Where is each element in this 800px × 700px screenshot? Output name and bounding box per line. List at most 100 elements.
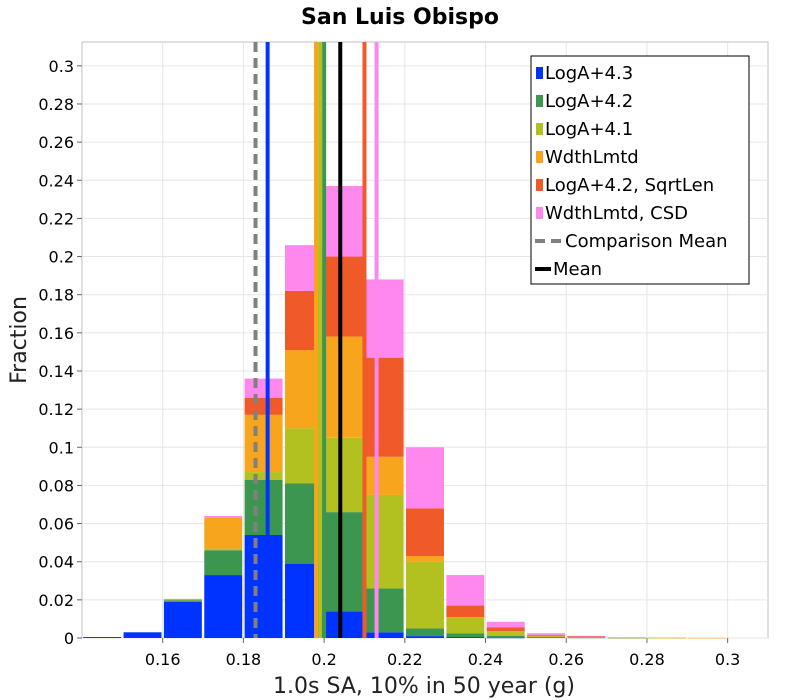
legend-label-1: LogA+4.2 xyxy=(545,91,633,112)
bar-5-bin-12 xyxy=(567,635,606,637)
bar-5-bin-11 xyxy=(527,633,566,635)
bar-1-bin-10 xyxy=(486,635,525,638)
bar-0-bin-7 xyxy=(365,632,404,638)
legend-label-4: LogA+4.2, SqrtLen xyxy=(545,175,714,196)
legend-swatch-0 xyxy=(536,67,543,79)
legend-label-5: WdthLmtd, CSD xyxy=(545,203,688,224)
legend: LogA+4.3 LogA+4.2 LogA+4.1 WdthLmtd LogA+4.2… xyxy=(530,55,750,285)
bar-3-bin-10 xyxy=(486,631,525,632)
x-axis-label: 1.0s SA, 10% in 50 year (g) xyxy=(273,674,575,699)
bar-0-bin-6 xyxy=(325,611,364,638)
bar-1-bin-2 xyxy=(163,600,202,602)
stacked-bars xyxy=(83,185,727,639)
x-tick-label-5: 0.26 xyxy=(548,650,584,669)
bar-2-bin-10 xyxy=(486,631,525,636)
bar-5-bin-8 xyxy=(406,447,444,509)
legend-label-3: WdthLmtd xyxy=(545,147,639,168)
bar-5-bin-10 xyxy=(486,621,525,628)
bar-1-bin-12 xyxy=(567,637,606,639)
bar-1-bin-3 xyxy=(204,550,243,576)
x-tick-label-4: 0.24 xyxy=(468,650,504,669)
x-tick-label-1: 0.18 xyxy=(226,650,262,669)
bar-5-bin-3 xyxy=(204,515,243,518)
bar-2-bin-7 xyxy=(365,494,404,589)
y-tick-label-10: 0.2 xyxy=(49,248,74,267)
y-tick-label-5: 0.1 xyxy=(49,438,74,457)
bar-5-bin-6 xyxy=(325,185,364,257)
bar-4-bin-11 xyxy=(527,634,566,636)
bar-1-bin-11 xyxy=(527,637,566,638)
bar-4-bin-8 xyxy=(406,508,444,556)
bar-1-bin-7 xyxy=(365,588,404,633)
chart-title: San Luis Obispo xyxy=(301,5,499,30)
x-tick-label-6: 0.28 xyxy=(629,650,665,669)
bar-1-bin-4 xyxy=(244,479,283,536)
mean-lines xyxy=(253,42,379,638)
y-tick-label-14: 0.28 xyxy=(38,95,74,114)
bar-1-bin-9 xyxy=(446,633,485,638)
legend-label-comparison-mean: Comparison Mean xyxy=(565,231,728,252)
bar-3-bin-2 xyxy=(163,598,202,600)
legend-label-mean: Mean xyxy=(553,259,602,280)
y-axis-label: Fraction xyxy=(7,296,32,384)
y-tick-label-2: 0.04 xyxy=(38,553,74,572)
bar-3-bin-11 xyxy=(527,635,566,637)
legend-swatch-1 xyxy=(536,95,543,107)
y-tick-label-1: 0.02 xyxy=(38,591,74,610)
legend-swatch-4 xyxy=(536,179,543,191)
legend-swatch-3 xyxy=(536,151,543,163)
bar-0-bin-9 xyxy=(446,637,485,638)
bar-2-bin-9 xyxy=(446,617,485,634)
y-tick-label-9: 0.18 xyxy=(38,286,74,305)
bar-3-bin-14 xyxy=(648,637,687,639)
legend-swatch-5 xyxy=(536,207,543,219)
x-tick-label-3: 0.22 xyxy=(387,650,423,669)
bar-4-bin-7 xyxy=(365,357,404,457)
bar-1-bin-6 xyxy=(325,512,364,612)
legend-box xyxy=(530,55,750,285)
bar-5-bin-7 xyxy=(365,279,404,358)
y-tick-label-15: 0.3 xyxy=(49,57,74,76)
y-tick-label-13: 0.26 xyxy=(38,133,74,152)
y-tick-label-3: 0.06 xyxy=(38,515,74,534)
bar-5-bin-13 xyxy=(607,637,646,638)
bar-4-bin-12 xyxy=(567,636,606,638)
y-tick-label-7: 0.14 xyxy=(38,362,74,381)
x-axis-ticks: 0.16 0.18 0.2 0.22 0.24 0.26 0.28 0.3 xyxy=(145,638,740,669)
x-tick-label-0: 0.16 xyxy=(145,650,181,669)
bar-3-bin-7 xyxy=(365,456,404,495)
y-axis-ticks: 0 0.02 0.04 0.06 0.08 0.1 0.12 0.14 0.16 0.18 0.2 0… xyxy=(38,57,82,648)
bar-2-bin-4 xyxy=(244,472,283,480)
bar-2-bin-3 xyxy=(204,548,243,551)
y-tick-label-6: 0.12 xyxy=(38,400,74,419)
legend-label-2: LogA+4.1 xyxy=(545,119,633,140)
bar-4-bin-10 xyxy=(486,627,525,632)
y-tick-label-11: 0.22 xyxy=(38,209,74,228)
bar-3-bin-3 xyxy=(204,517,243,549)
bar-3-bin-6 xyxy=(325,336,364,438)
bar-2-bin-6 xyxy=(325,437,364,513)
bar-0-bin-4 xyxy=(244,535,283,638)
bar-2-bin-11 xyxy=(527,636,566,638)
bar-0-bin-3 xyxy=(204,575,243,638)
x-tick-label-2: 0.2 xyxy=(311,650,336,669)
bar-3-bin-8 xyxy=(406,555,444,562)
bar-0-bin-10 xyxy=(486,637,525,639)
bar-3-bin-12 xyxy=(567,636,606,638)
bar-4-bin-4 xyxy=(244,397,283,415)
bar-4-bin-6 xyxy=(325,256,364,337)
bar-0-bin-8 xyxy=(406,636,444,638)
y-tick-label-12: 0.24 xyxy=(38,171,74,190)
bar-0-bin-2 xyxy=(163,601,202,638)
bar-3-bin-15 xyxy=(688,637,727,639)
bar-1-bin-8 xyxy=(406,628,444,637)
bar-0-bin-0 xyxy=(83,637,122,638)
legend-label-0: LogA+4.3 xyxy=(545,63,633,84)
bar-2-bin-8 xyxy=(406,561,444,629)
bar-4-bin-9 xyxy=(446,605,485,618)
bar-5-bin-9 xyxy=(446,575,485,606)
bar-2-bin-2 xyxy=(163,599,202,601)
y-tick-label-8: 0.16 xyxy=(38,324,74,343)
bar-5-bin-4 xyxy=(244,378,283,398)
